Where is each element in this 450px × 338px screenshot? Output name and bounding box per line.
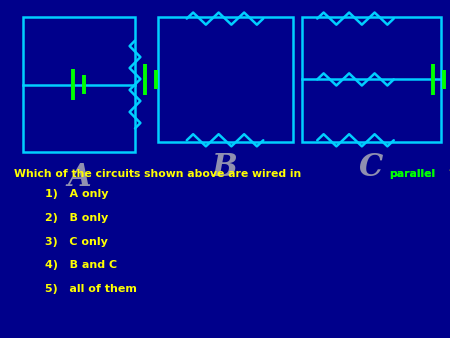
Text: Which of the circuits shown above are wired in: Which of the circuits shown above are wi… (14, 169, 305, 179)
Text: ?: ? (449, 169, 450, 179)
FancyBboxPatch shape (22, 17, 135, 152)
Text: 4)   B and C: 4) B and C (45, 260, 117, 270)
Text: 5)   all of them: 5) all of them (45, 284, 137, 294)
Text: parallel: parallel (389, 169, 435, 179)
Text: B: B (212, 152, 238, 183)
Text: 1)   A only: 1) A only (45, 189, 108, 199)
Text: 3)   C only: 3) C only (45, 237, 108, 247)
Text: parallel: parallel (389, 169, 435, 179)
Text: A: A (67, 162, 90, 193)
Text: C: C (359, 152, 383, 183)
FancyBboxPatch shape (302, 17, 441, 142)
FancyBboxPatch shape (158, 17, 292, 142)
Text: 2)   B only: 2) B only (45, 213, 108, 223)
